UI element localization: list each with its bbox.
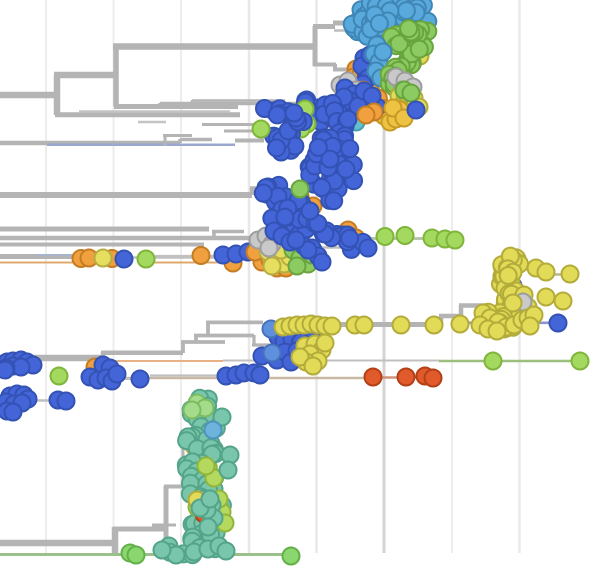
- tip-node-teal[interactable]: [212, 407, 232, 427]
- tip-node-royal[interactable]: [338, 109, 358, 129]
- tip-node-royal[interactable]: [3, 402, 23, 422]
- tip-node-yellow[interactable]: [450, 314, 470, 334]
- tip-node-royal[interactable]: [362, 86, 382, 106]
- tip-node-lgreen[interactable]: [445, 230, 465, 250]
- tip-node-royal[interactable]: [114, 249, 134, 269]
- tip-node-royal[interactable]: [130, 369, 150, 389]
- tip-node-yellow[interactable]: [560, 264, 580, 284]
- tip-node-royal[interactable]: [358, 238, 378, 258]
- tip-node-tomato[interactable]: [363, 367, 383, 387]
- tip-node-yellow[interactable]: [322, 316, 342, 336]
- tip-node-green[interactable]: [409, 39, 429, 59]
- tip-node-lgreen[interactable]: [570, 351, 590, 371]
- tip-node-teal[interactable]: [216, 541, 236, 561]
- tip-node-yellow[interactable]: [354, 315, 374, 335]
- tip-node-royal[interactable]: [406, 100, 426, 120]
- tree-tip-nodes: [0, 0, 590, 566]
- tip-node-royal[interactable]: [324, 191, 344, 211]
- tip-node-royal[interactable]: [300, 201, 320, 221]
- tip-node-yellow[interactable]: [487, 321, 507, 341]
- tip-node-yellow[interactable]: [303, 356, 323, 376]
- tip-node-green[interactable]: [401, 83, 421, 103]
- tip-node-royal[interactable]: [308, 137, 328, 157]
- tip-node-yellow[interactable]: [290, 347, 310, 367]
- tip-node-royal[interactable]: [267, 138, 286, 158]
- tip-node-lblue[interactable]: [203, 420, 223, 440]
- tip-node-yellow2[interactable]: [93, 248, 113, 268]
- tip-node-yg[interactable]: [196, 456, 216, 476]
- tip-node-royal[interactable]: [253, 183, 273, 203]
- tip-node-teal[interactable]: [152, 540, 172, 560]
- tip-node-royal[interactable]: [284, 103, 304, 123]
- tip-node-royal[interactable]: [340, 228, 360, 248]
- tip-node-lgreen[interactable]: [395, 226, 415, 245]
- tip-node-green[interactable]: [399, 19, 419, 39]
- tip-node-sky[interactable]: [369, 13, 389, 33]
- tip-node-royal[interactable]: [250, 365, 270, 385]
- tip-node-royal[interactable]: [320, 149, 340, 169]
- tip-node-royal[interactable]: [0, 360, 15, 380]
- tip-node-teal[interactable]: [198, 517, 218, 537]
- tip-node-teal[interactable]: [200, 489, 220, 509]
- tip-node-yellow[interactable]: [315, 333, 335, 353]
- tip-node-green[interactable]: [287, 256, 307, 276]
- tip-node-green2[interactable]: [126, 545, 146, 565]
- tip-node-sky[interactable]: [373, 42, 393, 62]
- tip-node-yellow[interactable]: [498, 266, 518, 285]
- tip-node-yellow[interactable]: [503, 293, 523, 313]
- tip-node-lgreen[interactable]: [251, 119, 271, 139]
- tip-node-green2[interactable]: [281, 546, 301, 566]
- tip-node-yellow[interactable]: [553, 291, 573, 311]
- tip-node-royal[interactable]: [548, 313, 568, 333]
- tip-node-yellow[interactable]: [391, 315, 411, 335]
- tip-node-orange[interactable]: [191, 246, 211, 265]
- tip-node-tomato[interactable]: [396, 367, 416, 387]
- tip-node-royal[interactable]: [340, 139, 360, 159]
- tip-node-lgreen[interactable]: [49, 366, 69, 386]
- tip-node-green[interactable]: [389, 34, 409, 54]
- tip-node-royal[interactable]: [107, 364, 127, 384]
- tip-node-royal[interactable]: [312, 178, 332, 197]
- tip-node-royal[interactable]: [267, 105, 287, 125]
- tip-node-teal[interactable]: [218, 460, 238, 480]
- tip-node-orange[interactable]: [356, 105, 376, 125]
- tip-node-corn[interactable]: [262, 343, 282, 363]
- tip-node-royal[interactable]: [336, 159, 356, 179]
- tip-node-green[interactable]: [290, 179, 310, 199]
- tip-node-tomato[interactable]: [423, 368, 443, 388]
- tip-node-lgreen[interactable]: [483, 351, 503, 371]
- tip-node-yellow[interactable]: [520, 316, 540, 336]
- tip-node-lgreen2[interactable]: [182, 400, 202, 420]
- tip-node-royal[interactable]: [312, 252, 332, 272]
- tip-node-royal[interactable]: [275, 207, 295, 227]
- tip-node-royal[interactable]: [56, 391, 76, 411]
- tip-node-sky[interactable]: [396, 1, 416, 21]
- tip-node-royal[interactable]: [298, 240, 318, 260]
- tip-node-yellow[interactable]: [536, 262, 556, 282]
- tip-node-yellow[interactable]: [424, 315, 444, 335]
- tip-node-yellow[interactable]: [536, 287, 556, 307]
- tip-node-royal[interactable]: [286, 230, 306, 250]
- tip-node-lgreen[interactable]: [136, 249, 156, 269]
- tip-node-silver[interactable]: [259, 238, 279, 258]
- tip-node-lgreen[interactable]: [375, 227, 395, 246]
- tip-node-yellow2[interactable]: [262, 256, 282, 276]
